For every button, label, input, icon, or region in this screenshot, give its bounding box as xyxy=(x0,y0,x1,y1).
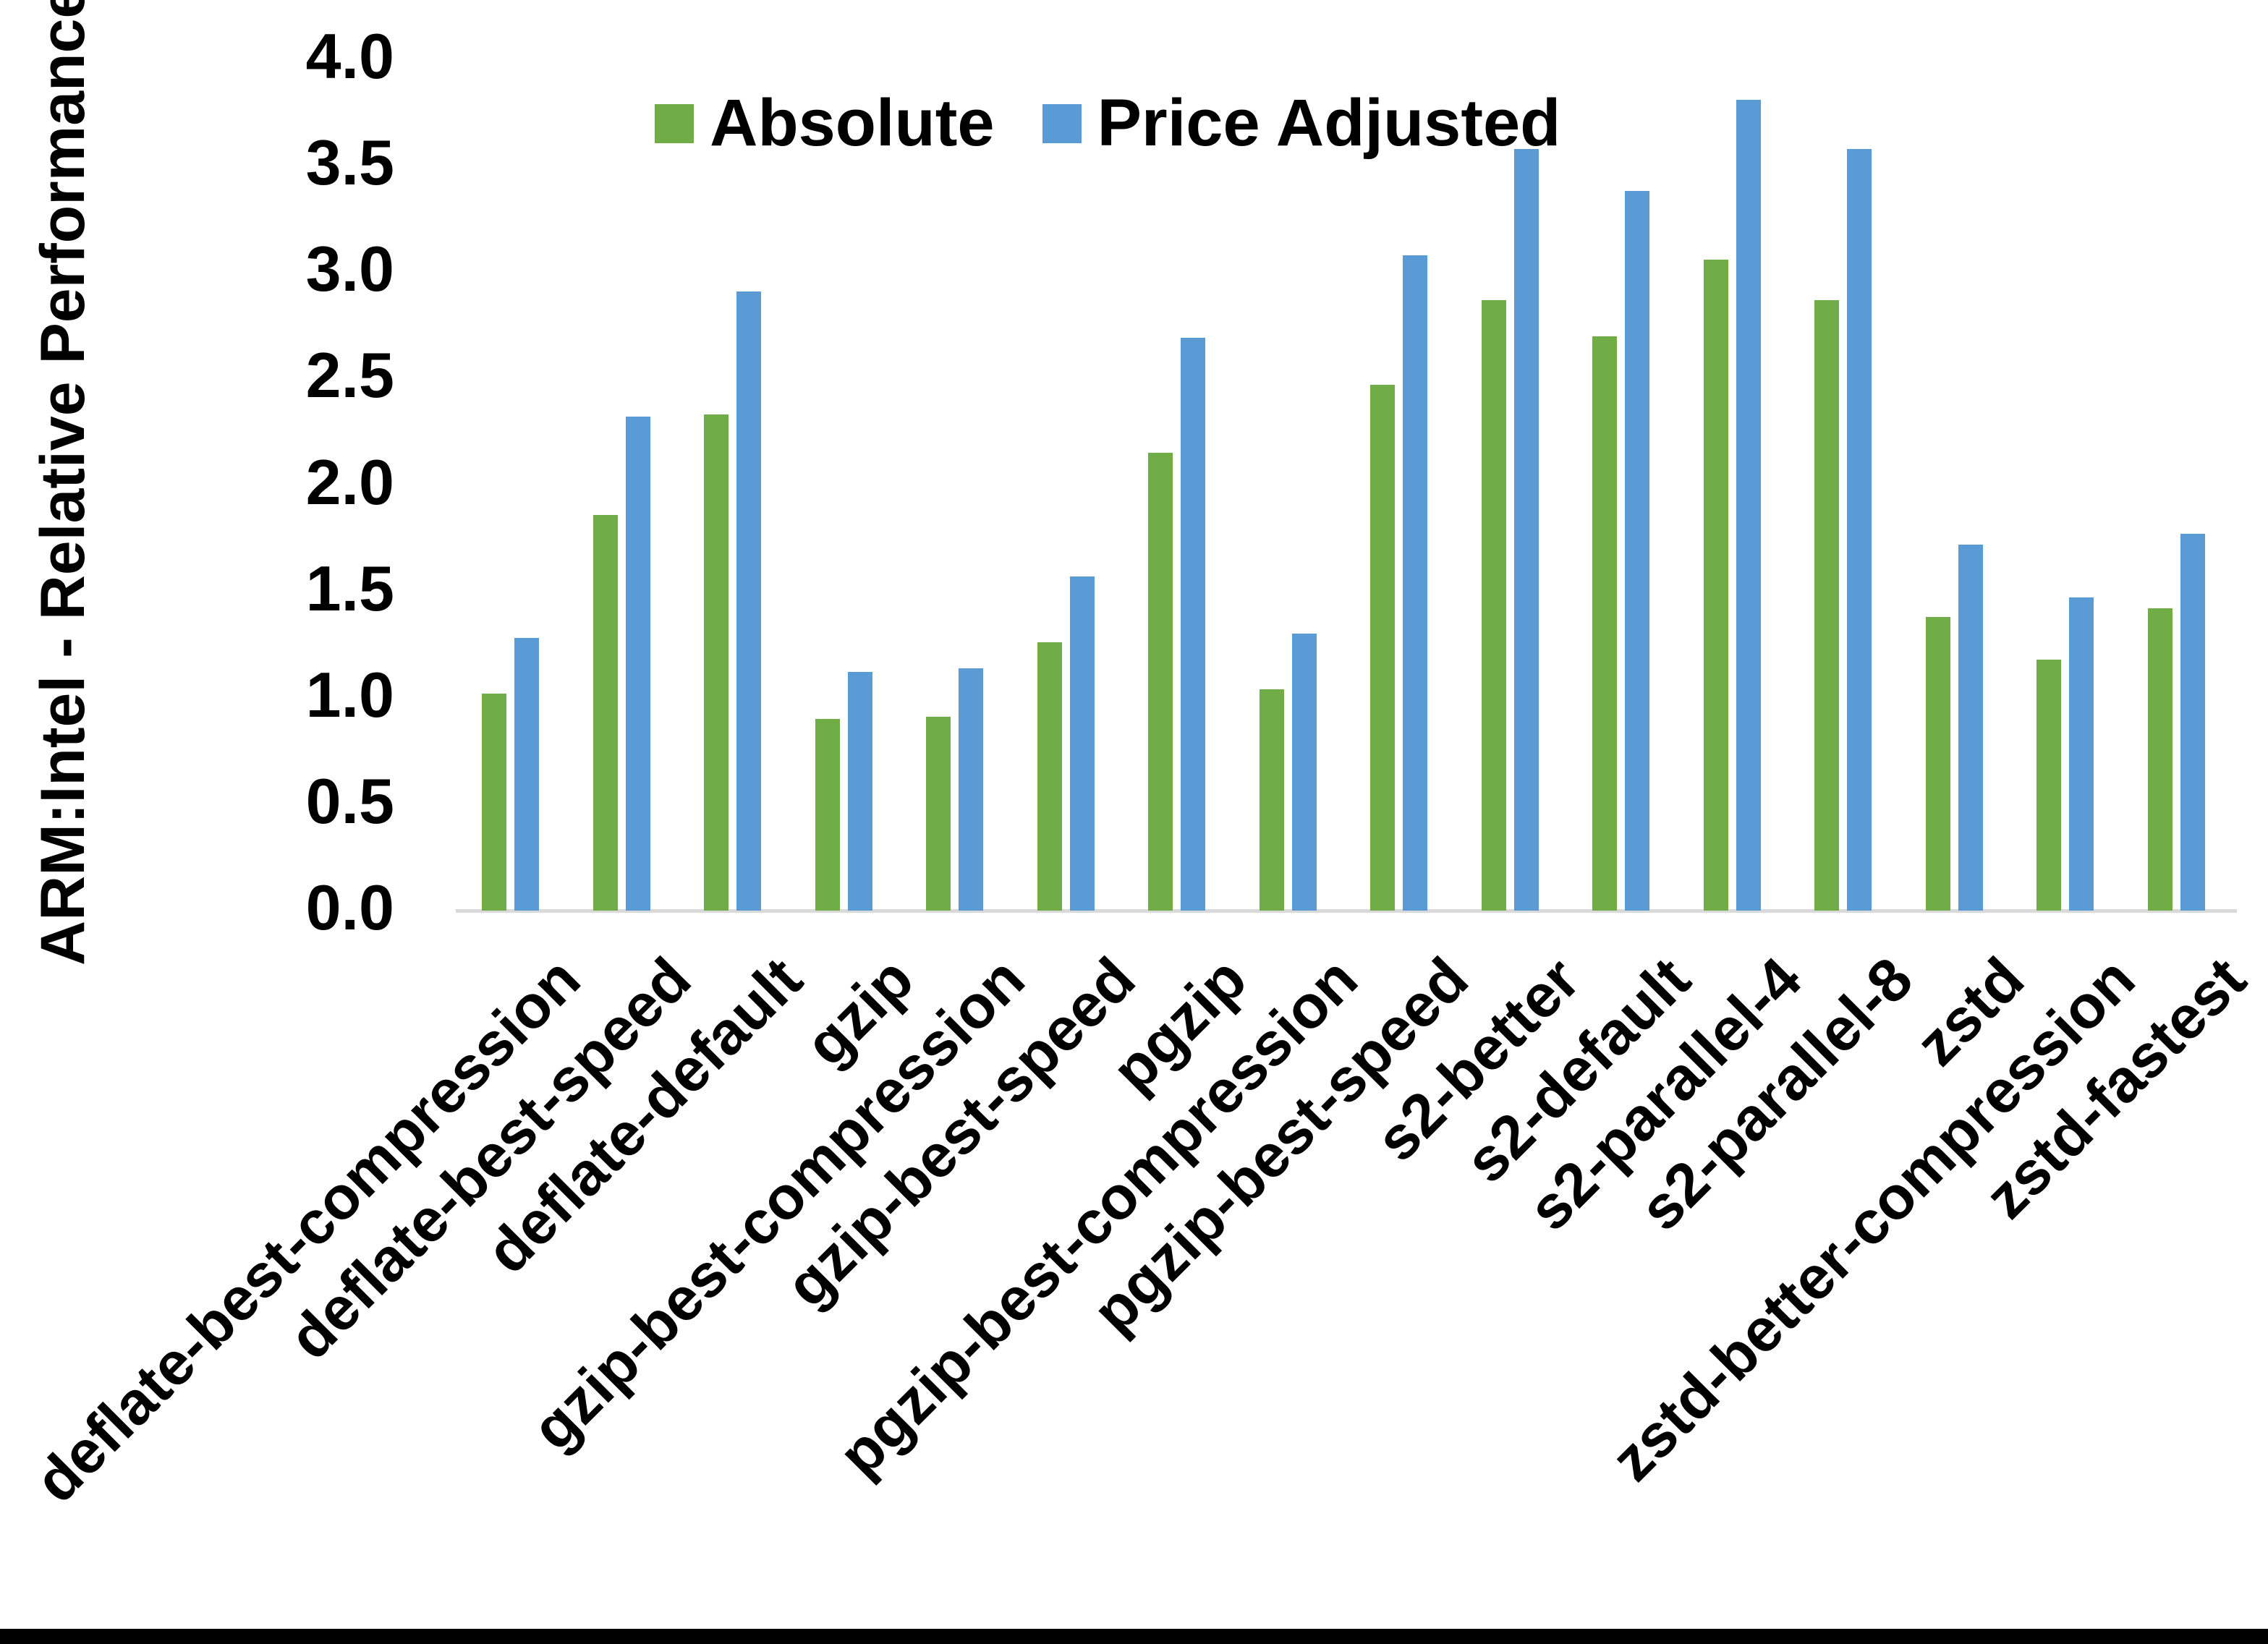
bar-absolute-s2-better xyxy=(1481,299,1506,911)
y-tick-label-3.5: 3.5 xyxy=(305,127,394,199)
bar-price-adjusted-zstd-better-compression xyxy=(2069,597,2094,911)
bar-absolute-zstd-better-compression xyxy=(2036,659,2061,911)
bar-absolute-zstd-fastest xyxy=(2147,608,2173,911)
bar-price-adjusted-deflate-best-speed xyxy=(625,417,650,911)
bar-absolute-pgzip-best-compression xyxy=(1259,689,1284,911)
bar-absolute-deflate-best-compression xyxy=(482,693,506,911)
y-tick-label-0.5: 0.5 xyxy=(305,764,394,837)
bar-price-adjusted-pgzip-best-speed xyxy=(1403,255,1427,911)
legend-swatch-price-adjusted-icon xyxy=(1042,103,1082,143)
legend-item-absolute: Absolute xyxy=(655,85,995,161)
bar-absolute-gzip-best-compression xyxy=(926,717,951,911)
bar-price-adjusted-zstd xyxy=(1958,544,1983,911)
bar-price-adjusted-pgzip-best-compression xyxy=(1291,634,1317,911)
bar-price-adjusted-s2-parallel-4 xyxy=(1736,99,1761,911)
bar-absolute-pgzip-best-speed xyxy=(1370,385,1395,911)
legend-item-price-adjusted: Price Adjusted xyxy=(1042,85,1561,161)
bar-price-adjusted-pgzip xyxy=(1181,338,1205,911)
bar-price-adjusted-deflate-default xyxy=(736,291,761,911)
legend-label-absolute: Absolute xyxy=(710,86,995,160)
bar-price-adjusted-s2-parallel-8 xyxy=(1847,148,1872,911)
bar-absolute-gzip-best-speed xyxy=(1037,642,1062,911)
legend-label-price-adjusted: Price Adjusted xyxy=(1097,86,1561,160)
y-tick-label-0.0: 0.0 xyxy=(305,871,394,943)
legend: Absolute Price Adjusted xyxy=(655,85,1560,161)
bar-price-adjusted-deflate-best-compression xyxy=(514,638,539,911)
bar-absolute-pgzip xyxy=(1148,453,1173,911)
y-tick-label-2.0: 2.0 xyxy=(305,446,394,518)
bar-absolute-s2-default xyxy=(1592,336,1617,911)
window-bottom-edge xyxy=(0,1629,2268,1644)
y-tick-label-1.0: 1.0 xyxy=(305,658,394,731)
legend-swatch-absolute-icon xyxy=(655,103,694,143)
bar-absolute-deflate-best-speed xyxy=(593,514,618,911)
bar-price-adjusted-s2-default xyxy=(1625,191,1649,911)
bar-absolute-gzip xyxy=(815,719,840,911)
bar-price-adjusted-gzip-best-compression xyxy=(959,668,983,911)
y-tick-label-3.0: 3.0 xyxy=(305,233,394,305)
bar-price-adjusted-gzip-best-speed xyxy=(1069,576,1095,911)
x-axis-line xyxy=(456,909,2237,913)
y-tick-label-2.5: 2.5 xyxy=(305,339,394,412)
bar-absolute-zstd xyxy=(1925,616,1950,911)
bar-absolute-s2-parallel-8 xyxy=(1814,299,1839,911)
y-tick-label-1.5: 1.5 xyxy=(305,552,394,624)
bar-price-adjusted-zstd-fastest xyxy=(2180,534,2205,911)
y-tick-label-4.0: 4.0 xyxy=(305,20,394,92)
bar-absolute-deflate-default xyxy=(704,414,729,911)
bar-absolute-s2-parallel-4 xyxy=(1703,259,1728,911)
bar-price-adjusted-gzip xyxy=(847,672,872,911)
bar-price-adjusted-s2-better xyxy=(1513,148,1539,911)
